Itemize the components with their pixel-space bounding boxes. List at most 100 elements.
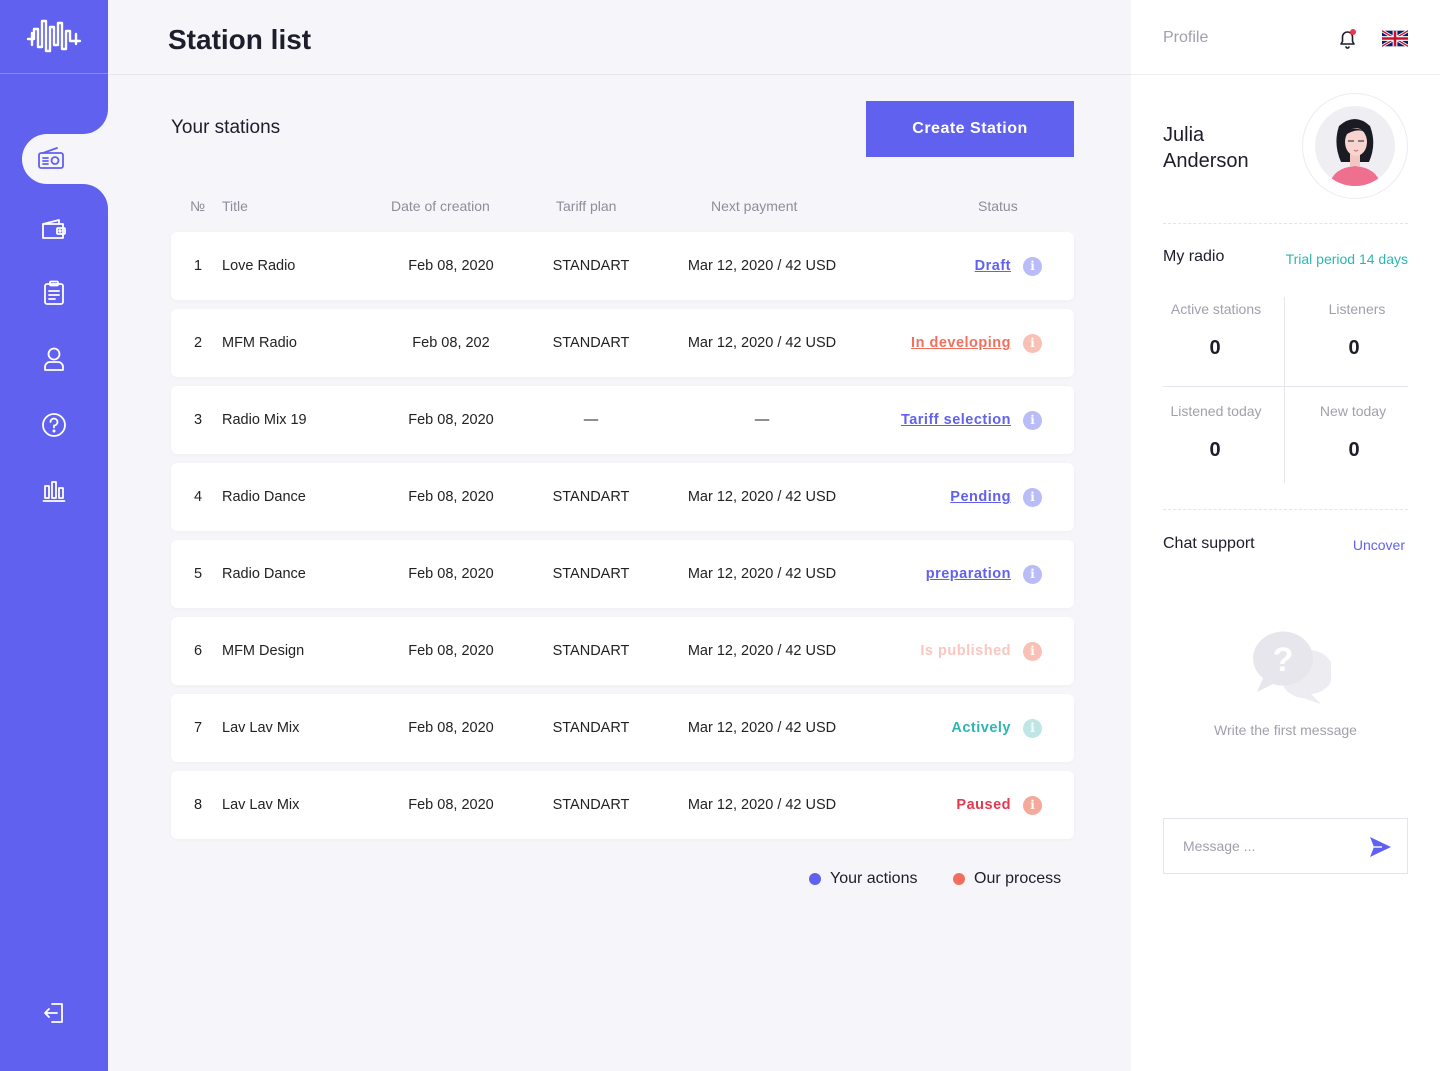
row-tariff: STANDART [552,720,630,736]
sidebar [0,0,172,1071]
legend-our-process: Our process [953,870,1061,888]
waveform-logo-icon [26,19,82,52]
row-number: 8 [194,797,203,813]
info-icon[interactable]: i [1023,334,1042,353]
language-selector[interactable] [1381,29,1409,48]
table-row[interactable]: 8 Lav Lav Mix Feb 08, 2020 STANDART Mar … [171,771,1074,839]
section-title: Your stations [171,117,281,138]
table-row[interactable]: 2 MFM Radio Feb 08, 202 STANDART Mar 12,… [171,309,1074,377]
row-number: 6 [194,643,203,659]
info-icon[interactable]: i [1023,796,1042,815]
my-radio-title: My radio [1163,248,1225,265]
table-row[interactable]: 7 Lav Lav Mix Feb 08, 2020 STANDART Mar … [171,694,1074,762]
status-label: Paused [956,797,1011,813]
message-input[interactable] [1164,819,1359,873]
row-payment: Mar 12, 2020 / 42 USD [687,258,837,274]
row-date: Feb 08, 2020 [408,412,494,428]
row-payment: Mar 12, 2020 / 42 USD [687,335,837,351]
radio-icon [38,147,64,169]
notifications-button[interactable] [1337,28,1359,54]
uk-flag-icon [1381,29,1409,48]
row-title: Love Radio [222,258,296,274]
stats-icon [42,481,66,502]
row-date: Feb 08, 2020 [408,797,494,813]
send-button[interactable] [1368,836,1392,862]
column-header-tariff: Tariff plan [556,198,617,214]
status-link[interactable]: In developing [911,335,1011,351]
create-station-button[interactable]: Create Station [866,101,1074,157]
logout-button[interactable] [0,988,108,1038]
clipboard-icon [44,280,64,305]
nav-active-indicator [22,134,172,184]
info-icon[interactable]: i [1023,411,1042,430]
divider [1284,297,1285,483]
sidebar-item-stats[interactable] [0,465,108,515]
column-header-payment: Next payment [711,198,798,214]
row-number: 3 [194,412,203,428]
info-icon[interactable]: i [1023,257,1042,276]
row-title: Lav Lav Mix [222,797,300,813]
user-icon [44,347,64,371]
chat-support-title: Chat support [1163,535,1255,552]
help-icon [42,413,66,437]
row-tariff: STANDART [552,258,630,274]
legend-your-actions: Your actions [809,870,917,888]
main-header: Station list [108,0,1131,75]
avatar[interactable] [1302,93,1408,199]
status-label: Actively [951,720,1011,736]
table-row[interactable]: 6 MFM Design Feb 08, 2020 STANDART Mar 1… [171,617,1074,685]
table-row[interactable]: 5 Radio Dance Feb 08, 2020 STANDART Mar … [171,540,1074,608]
status-link[interactable]: Draft [974,258,1011,274]
avatar-illustration-icon [1315,106,1395,186]
row-date: Feb 08, 2020 [408,566,494,582]
info-icon[interactable]: i [1023,565,1042,584]
sidebar-item-help[interactable] [0,400,108,450]
row-tariff: STANDART [552,643,630,659]
row-date: Feb 08, 2020 [408,258,494,274]
row-number: 7 [194,720,203,736]
column-header-status: Status [978,198,1018,214]
row-tariff: STANDART [552,335,630,351]
table-row[interactable]: 4 Radio Dance Feb 08, 2020 STANDART Mar … [171,463,1074,531]
status-link[interactable]: Pending [950,489,1011,505]
stat-label-listeners: Listeners [1328,301,1386,317]
sidebar-item-user[interactable] [0,334,108,384]
stat-value-new-today: 0 [1348,439,1360,461]
table-row[interactable]: 1 Love Radio Feb 08, 2020 STANDART Mar 1… [171,232,1074,300]
nav-notch [58,84,108,134]
table-row[interactable]: 3 Radio Mix 19 Feb 08, 2020 — — Tariff s… [171,386,1074,454]
info-icon[interactable]: i [1023,642,1042,661]
user-first-name: Julia [1163,124,1205,146]
divider [1163,386,1408,387]
row-date: Feb 08, 2020 [408,643,494,659]
status-link[interactable]: preparation [925,566,1011,582]
row-payment: Mar 12, 2020 / 42 USD [687,720,837,736]
sidebar-item-clipboard[interactable] [0,268,108,318]
sidebar-item-wallet[interactable] [0,205,108,255]
page-title: Station list [168,24,312,55]
trial-period-link[interactable]: Trial period 14 days [1285,251,1408,267]
app-logo[interactable] [0,0,108,74]
info-icon[interactable]: i [1023,719,1042,738]
chat-uncover-link[interactable]: Uncover [1352,537,1405,553]
chat-empty-message: Write the first message [1214,722,1357,738]
sidebar-item-radio[interactable] [22,134,80,184]
row-title: MFM Radio [222,335,297,351]
info-icon[interactable]: i [1023,488,1042,507]
row-title: Radio Dance [222,566,306,582]
profile-label: Profile [1163,29,1209,46]
row-number: 4 [194,489,203,505]
legend-label: Our process [974,870,1062,887]
message-composer [1163,818,1408,874]
status-link[interactable]: Tariff selection [900,412,1011,428]
logout-icon [44,1003,63,1023]
row-tariff: — [583,412,599,428]
stat-label-active: Active stations [1170,301,1262,317]
stat-value-listened-today: 0 [1209,439,1221,461]
legend-dot [809,873,821,885]
row-payment: Mar 12, 2020 / 42 USD [687,797,837,813]
divider [1163,223,1408,224]
stat-value-active: 0 [1209,337,1221,359]
row-number: 5 [194,566,203,582]
row-payment: Mar 12, 2020 / 42 USD [687,643,837,659]
